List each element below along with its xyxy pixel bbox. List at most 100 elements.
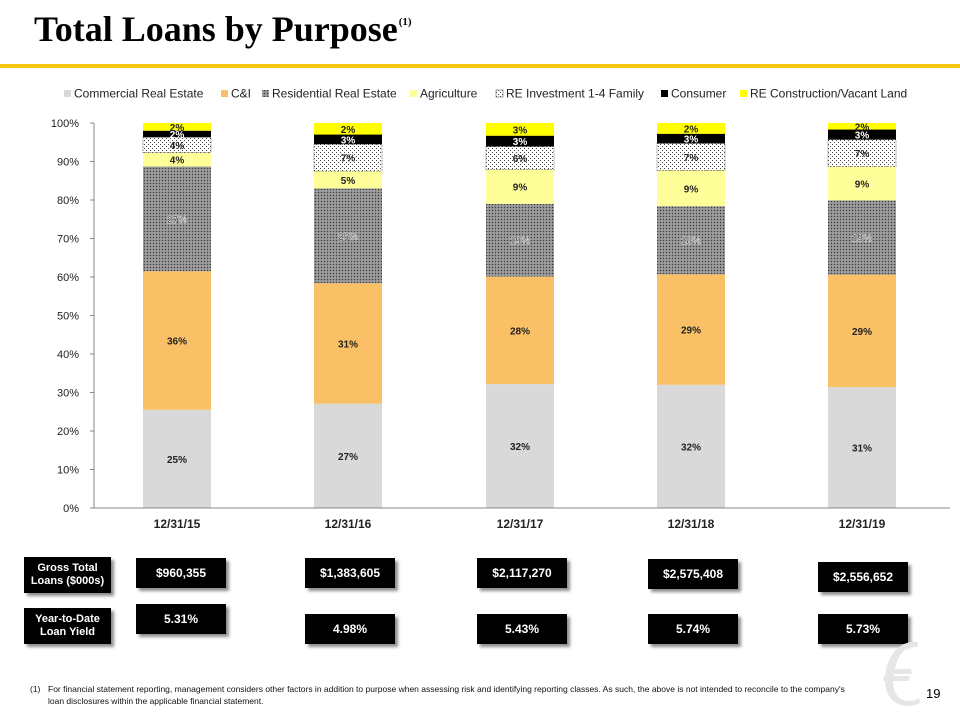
bar-segment (828, 200, 896, 275)
gross-loans-value: $2,575,408 (648, 559, 738, 589)
data-label: 7% (684, 153, 699, 164)
bar-segment (657, 170, 725, 207)
bar-segment (486, 123, 554, 136)
loan-yield-value: 4.98% (305, 614, 395, 644)
bar-stack: 31% 29% 19% 9% 7% 3%2% (827, 122, 897, 508)
legend-label: Consumer (671, 87, 726, 101)
data-label: 29% (852, 327, 872, 338)
data-label: 6% (513, 154, 528, 165)
bar-segment (314, 188, 382, 284)
legend-label: Agriculture (420, 87, 478, 101)
stacked-bar-chart: Commercial Real Estate C&I Residential Rea… (51, 87, 950, 531)
bars: 25%36%27%4%4%2%2%27%31%25%5%7%3%2%32%28%… (142, 122, 897, 508)
legend-swatch (262, 90, 269, 97)
page-number: 19 (926, 686, 941, 701)
bar-segment (143, 152, 211, 167)
y-tick-label: 40% (57, 349, 79, 361)
gross-loans-value: $2,556,652 (818, 562, 908, 592)
gross-loans-row: Gross Total Loans ($000s) $960,355 $1,383… (0, 554, 960, 596)
bar-segment (657, 274, 725, 385)
y-tick-label: 80% (57, 195, 79, 207)
legend-label: Residential Real Estate (272, 87, 397, 101)
data-label: 2% (855, 122, 870, 133)
bar-segment (143, 271, 211, 410)
bar-segment (486, 203, 554, 277)
data-label: 9% (855, 179, 870, 190)
title-footnote-ref: (1) (398, 16, 412, 28)
data-label: 4% (170, 141, 185, 152)
data-label: 4% (170, 156, 185, 167)
bar-segment (657, 206, 725, 275)
bar-segment (828, 387, 896, 508)
bar-stack: 25%36%27%4%4%2%2% (142, 123, 212, 508)
data-label: 2% (170, 123, 185, 134)
footnote: (1) For financial statement reporting, m… (30, 683, 860, 707)
loan-yield-value: 5.74% (648, 614, 738, 644)
bar-stack: 32% 28% 19% 9% 6% 3%3% (485, 123, 555, 508)
y-tick-label: 70% (57, 234, 79, 246)
y-tick-label: 10% (57, 465, 79, 477)
data-label: 28% (510, 326, 530, 337)
data-label: 2% (170, 130, 185, 141)
y-tick-label: 90% (57, 157, 79, 169)
data-label: 19% (510, 236, 530, 247)
legend-swatch (495, 89, 504, 98)
loan-yield-label: Year-to-Date Loan Yield (24, 608, 111, 644)
data-label: 31% (338, 339, 358, 350)
y-axis: 0% 10% 20% 30% 40% 50% 60% 70% 80% 90% 100% (51, 118, 95, 515)
bar-segment (657, 123, 725, 134)
loan-yield-value: 5.73% (818, 614, 908, 644)
bar-segment (143, 166, 211, 272)
legend-swatch (410, 90, 417, 97)
loan-yield-value: 5.31% (136, 604, 226, 634)
data-label: 7% (855, 149, 870, 160)
data-label: 2% (684, 124, 699, 135)
data-label: 3% (341, 135, 356, 146)
data-label: 5% (341, 176, 356, 187)
data-label: 32% (510, 442, 530, 453)
bar-segment (486, 384, 554, 508)
y-tick-label: 30% (57, 388, 79, 400)
chart-legend: Commercial Real Estate C&I Residential Rea… (64, 87, 907, 101)
data-label: 25% (167, 455, 187, 466)
x-tick-label: 12/31/18 (668, 517, 715, 531)
data-label: 36% (167, 337, 187, 348)
data-label: 7% (341, 154, 356, 165)
data-label: 19% (852, 234, 872, 245)
title-text: Total Loans by Purpose (34, 9, 398, 49)
bar-segment (486, 135, 554, 147)
y-tick-label: 20% (57, 426, 79, 438)
legend-label: C&I (231, 87, 251, 101)
data-label: 3% (684, 135, 699, 146)
bar-segment (828, 274, 896, 388)
data-label: 2% (341, 125, 356, 136)
y-tick-label: 100% (51, 118, 79, 130)
bar-segment (656, 143, 726, 171)
data-label: 32% (681, 442, 701, 453)
bar-segment (486, 169, 554, 204)
x-tick-label: 12/31/19 (839, 517, 886, 531)
bar-segment (314, 403, 382, 508)
data-label: 27% (338, 452, 358, 463)
bar-segment (314, 123, 382, 135)
y-tick-label: 0% (63, 503, 79, 515)
bar-segment (828, 129, 896, 140)
data-label: 3% (513, 125, 528, 136)
page-title: Total Loans by Purpose(1) (34, 8, 412, 50)
legend-label: Commercial Real Estate (74, 87, 204, 101)
bar-stack: 27% 31% 25% 5% 7% 3%2% (313, 123, 383, 508)
x-axis: 12/31/15 12/31/16 12/31/17 12/31/18 12/31/19 (94, 507, 950, 531)
legend-label: RE Investment 1-4 Family (506, 87, 644, 101)
gross-loans-value: $960,355 (136, 558, 226, 588)
company-logo-icon (883, 641, 920, 706)
bar-segment (657, 384, 725, 508)
x-tick-label: 12/31/17 (497, 517, 544, 531)
footnote-text: For financial statement reporting, manag… (48, 684, 845, 706)
x-tick-label: 12/31/16 (325, 517, 372, 531)
bar-segment (486, 276, 554, 385)
y-tick-label: 60% (57, 272, 79, 284)
data-label: 9% (513, 183, 528, 194)
y-tick-label: 50% (57, 311, 79, 323)
bar-segment (828, 123, 896, 130)
data-label: 25% (338, 232, 358, 243)
